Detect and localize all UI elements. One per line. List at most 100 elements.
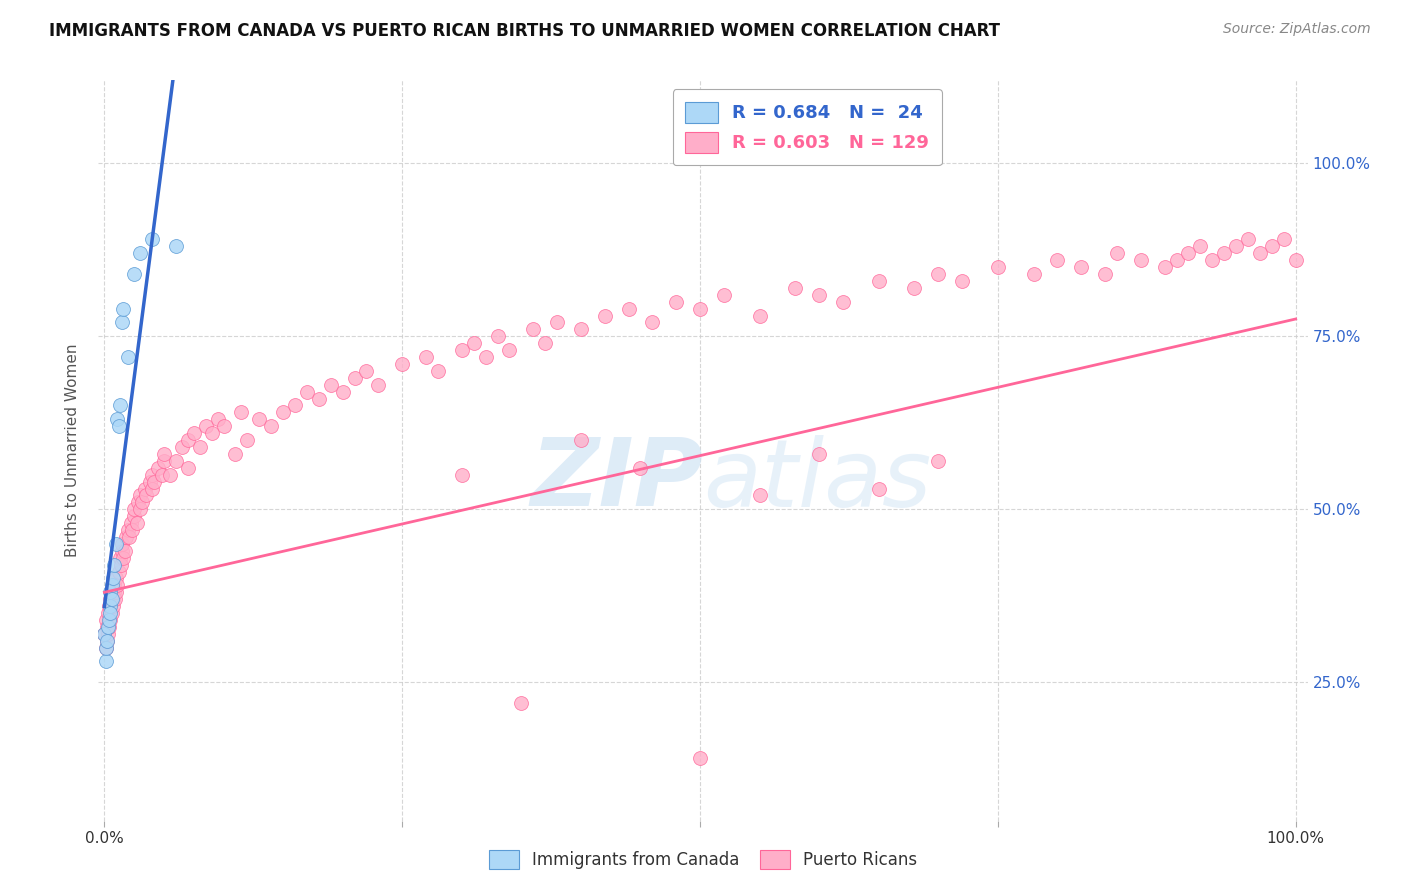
Point [808, 447, 831, 461]
Point [450, 343, 472, 358]
Point [97, 627, 120, 641]
Point [546, 315, 568, 329]
Point [100, 585, 122, 599]
Point [1094, 267, 1116, 281]
Point [194, 419, 217, 434]
Point [111, 543, 134, 558]
Point [785, 281, 807, 295]
Text: IMMIGRANTS FROM CANADA VS PUERTO RICAN BIRTHS TO UNMARRIED WOMEN CORRELATION CHA: IMMIGRANTS FROM CANADA VS PUERTO RICAN B… [49, 22, 1000, 40]
Point [569, 433, 592, 447]
Point [271, 405, 294, 419]
Point [808, 287, 831, 301]
Point [98, 613, 121, 627]
Point [98, 599, 121, 614]
Point [135, 488, 157, 502]
Point [107, 565, 129, 579]
Point [94, 613, 117, 627]
Point [1237, 232, 1260, 246]
Point [1022, 267, 1045, 281]
Y-axis label: Births to Unmarried Women: Births to Unmarried Women [65, 343, 80, 558]
Point [122, 509, 145, 524]
Point [927, 454, 949, 468]
Point [107, 419, 129, 434]
Point [101, 599, 124, 614]
Point [107, 578, 129, 592]
Point [120, 516, 142, 530]
Point [107, 412, 129, 426]
Point [121, 523, 143, 537]
Legend: Immigrants from Canada, Puerto Ricans: Immigrants from Canada, Puerto Ricans [479, 840, 927, 880]
Point [129, 502, 152, 516]
Point [94, 640, 117, 655]
Point [108, 399, 131, 413]
Point [200, 426, 222, 441]
Point [231, 405, 253, 419]
Point [117, 350, 139, 364]
Point [111, 537, 134, 551]
Point [129, 246, 152, 260]
Point [118, 530, 141, 544]
Point [284, 399, 307, 413]
Point [689, 751, 711, 765]
Point [103, 585, 125, 599]
Point [665, 294, 688, 309]
Point [98, 620, 121, 634]
Point [1105, 246, 1128, 260]
Point [1213, 246, 1236, 260]
Point [93, 627, 115, 641]
Point [426, 364, 449, 378]
Point [110, 558, 132, 572]
Point [498, 343, 520, 358]
Point [98, 613, 121, 627]
Point [593, 309, 616, 323]
Point [141, 482, 163, 496]
Point [150, 467, 173, 482]
Point [713, 287, 735, 301]
Point [868, 482, 890, 496]
Point [1046, 253, 1069, 268]
Point [486, 329, 509, 343]
Point [295, 384, 318, 399]
Point [122, 502, 145, 516]
Point [117, 523, 139, 537]
Point [127, 495, 149, 509]
Point [97, 606, 120, 620]
Point [1201, 253, 1223, 268]
Point [903, 281, 925, 295]
Point [177, 433, 200, 447]
Point [927, 267, 949, 281]
Point [98, 599, 121, 614]
Legend: R = 0.684   N =  24, R = 0.603   N = 129: R = 0.684 N = 24, R = 0.603 N = 129 [672, 89, 942, 165]
Point [96, 633, 118, 648]
Point [224, 447, 246, 461]
Point [104, 592, 127, 607]
Point [1261, 239, 1284, 253]
Point [510, 696, 533, 710]
Point [1285, 253, 1308, 268]
Point [112, 550, 135, 565]
Point [105, 572, 128, 586]
Point [207, 412, 229, 426]
Point [1225, 239, 1247, 253]
Point [308, 392, 330, 406]
Point [617, 301, 640, 316]
Point [450, 467, 472, 482]
Text: atlas: atlas [703, 434, 931, 525]
Point [463, 336, 485, 351]
Point [105, 585, 128, 599]
Point [391, 357, 413, 371]
Point [950, 274, 973, 288]
Point [125, 516, 148, 530]
Point [165, 239, 187, 253]
Point [1189, 239, 1212, 253]
Point [630, 460, 652, 475]
Point [534, 336, 557, 351]
Point [94, 640, 117, 655]
Point [98, 592, 121, 607]
Text: Source: ZipAtlas.com: Source: ZipAtlas.com [1223, 22, 1371, 37]
Point [1249, 246, 1271, 260]
Point [1177, 246, 1199, 260]
Point [748, 309, 770, 323]
Point [212, 419, 235, 434]
Point [141, 232, 163, 246]
